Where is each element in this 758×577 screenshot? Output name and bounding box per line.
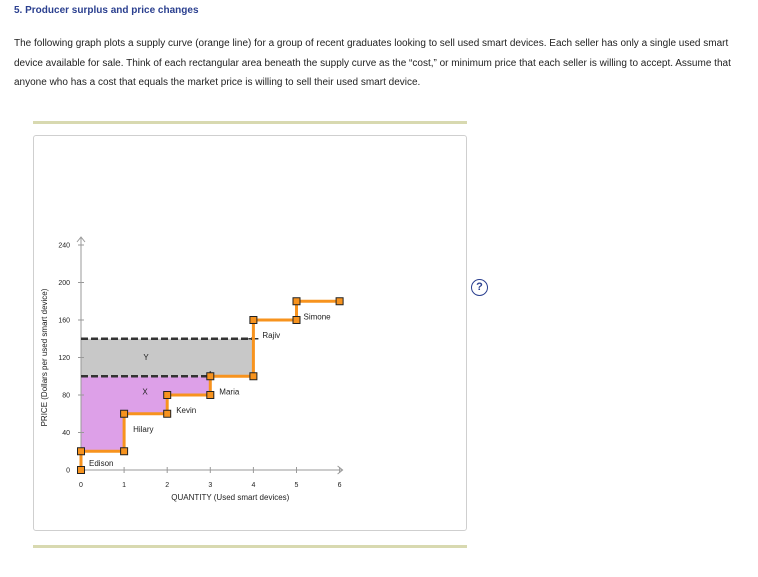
supply-point-hilary-end[interactable] bbox=[163, 409, 172, 418]
supply-point-maria-end[interactable] bbox=[249, 372, 258, 381]
seller-label-simone: Simone bbox=[304, 312, 332, 321]
question-text: The following graph plots a supply curve… bbox=[14, 38, 731, 88]
surplus-area-gray bbox=[81, 338, 254, 377]
y-axis-title: PRICE (Dollars per used smart device) bbox=[40, 288, 49, 426]
seller-label-edison: Edison bbox=[89, 459, 113, 468]
x-tick-label: 0 bbox=[79, 482, 83, 489]
seller-label-kevin: Kevin bbox=[176, 406, 196, 415]
supply-point-hilary-start[interactable] bbox=[120, 409, 129, 418]
x-tick-label: 2 bbox=[165, 482, 169, 489]
y-tick-label: 80 bbox=[62, 393, 70, 400]
divider-top bbox=[33, 121, 467, 124]
seller-label-rajiv: Rajiv bbox=[262, 331, 280, 340]
supply-point-rajiv-start[interactable] bbox=[249, 316, 258, 324]
x-tick-label: 1 bbox=[122, 482, 126, 489]
supply-point-kevin-start[interactable] bbox=[163, 391, 172, 399]
supply-point-simone-end[interactable] bbox=[335, 297, 344, 306]
supply-point-simone-start[interactable] bbox=[292, 297, 301, 306]
x-tick-label: 4 bbox=[251, 482, 255, 489]
y-tick-label: 240 bbox=[58, 243, 70, 250]
axes: 0 1 2 3 4 5 6 0 40 80 120 160 200 240 QUANTITY (Used s… bbox=[40, 236, 344, 502]
question-title: 5. Producer surplus and price changes bbox=[14, 5, 199, 16]
x-axis-title: QUANTITY (Used smart devices) bbox=[171, 493, 289, 502]
supply-point-rajiv-end[interactable] bbox=[292, 316, 301, 324]
supply-point-edison-end[interactable] bbox=[120, 447, 129, 456]
supply-curve bbox=[77, 297, 344, 474]
y-tick-label: 160 bbox=[58, 318, 70, 325]
graph-panel: ? bbox=[33, 135, 488, 531]
price-line-label-x: X bbox=[142, 387, 148, 396]
y-tick-label: 120 bbox=[58, 355, 70, 362]
supply-point-kevin-end[interactable] bbox=[206, 391, 215, 399]
y-tick-label: 0 bbox=[66, 468, 70, 475]
seller-label-maria: Maria bbox=[219, 387, 240, 396]
x-tick-label: 6 bbox=[338, 482, 342, 489]
y-axis-arrow-icon bbox=[76, 236, 86, 243]
divider-bottom bbox=[33, 545, 467, 548]
help-icon[interactable]: ? bbox=[471, 279, 488, 296]
supply-point-maria-start[interactable] bbox=[206, 372, 215, 381]
seller-label-hilary: Hilary bbox=[133, 425, 153, 434]
x-tick-label: 5 bbox=[295, 482, 299, 489]
supply-point-edison-start[interactable] bbox=[77, 447, 85, 456]
x-tick-label: 3 bbox=[208, 482, 212, 489]
supply-point-origin[interactable] bbox=[77, 466, 85, 474]
price-line-label-y: Y bbox=[143, 353, 149, 362]
labels: X Y Edison Hilary Kevin Maria Rajiv Simone bbox=[89, 312, 331, 468]
y-tick-label: 200 bbox=[58, 280, 70, 287]
y-tick-label: 40 bbox=[62, 430, 70, 437]
